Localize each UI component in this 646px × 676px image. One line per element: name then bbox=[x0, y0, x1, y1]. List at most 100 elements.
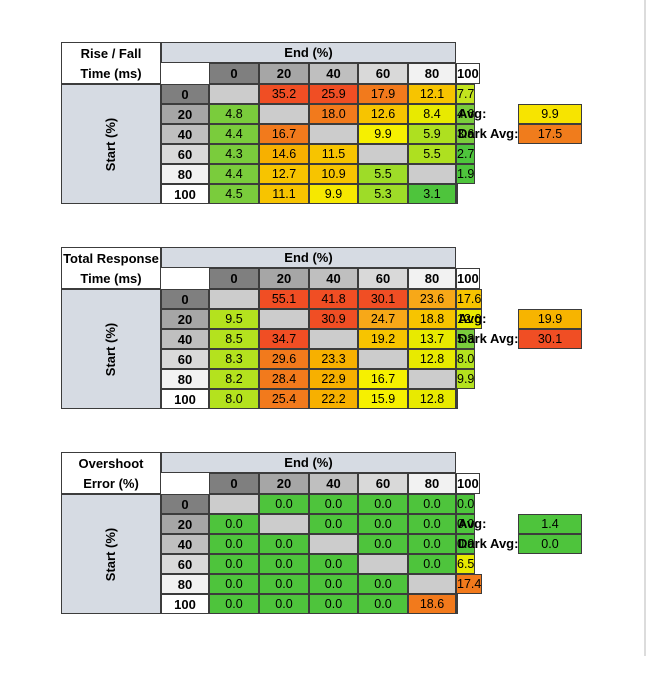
dark-avg-value: 0.0 bbox=[518, 534, 582, 554]
start-header: Start (%) bbox=[61, 289, 161, 409]
table-cell: 0.0 bbox=[209, 514, 259, 534]
table-cell: 0.0 bbox=[358, 514, 408, 534]
table-cell bbox=[358, 349, 408, 369]
table-cell: 12.6 bbox=[456, 309, 483, 329]
table-cell bbox=[259, 309, 309, 329]
row-header-100: 100 bbox=[161, 389, 209, 409]
table-cell: 0.0 bbox=[358, 494, 408, 514]
row-header-20: 20 bbox=[161, 104, 209, 124]
table-cell: 0.0 bbox=[456, 514, 476, 534]
col-header-20: 20 bbox=[259, 473, 309, 494]
table-cell bbox=[456, 389, 458, 409]
col-header-20: 20 bbox=[259, 63, 309, 84]
table-cell: 5.5 bbox=[358, 164, 408, 184]
table-cell: 0.0 bbox=[209, 574, 259, 594]
table-cell: 0.0 bbox=[259, 554, 309, 574]
table-cell: 0.0 bbox=[309, 574, 358, 594]
table-title-line2: Time (ms) bbox=[61, 268, 161, 289]
dark-avg-label: Dark Avg: bbox=[458, 331, 519, 346]
table-cell: 55.1 bbox=[259, 289, 309, 309]
table-title-line1: Rise / Fall bbox=[61, 42, 161, 63]
col-header-0: 0 bbox=[209, 473, 259, 494]
dark-avg-value: 17.5 bbox=[518, 124, 582, 144]
dark-avg-label: Dark Avg: bbox=[458, 126, 519, 141]
table-cell: 9.9 bbox=[456, 369, 476, 389]
table-cell: 12.1 bbox=[408, 84, 456, 104]
sheet-right-border bbox=[644, 0, 646, 656]
response-table-2: Total Response Time (ms) End (%) 0 20 40 60 80 1… bbox=[0, 247, 600, 417]
table-cell: 4.8 bbox=[209, 104, 259, 124]
table-cell: 17.6 bbox=[456, 289, 483, 309]
end-header: End (%) bbox=[161, 452, 456, 473]
table-cell bbox=[209, 494, 259, 514]
row-header-20: 20 bbox=[161, 309, 209, 329]
table-cell: 8.0 bbox=[209, 389, 259, 409]
col-header-0: 0 bbox=[209, 63, 259, 84]
table-cell: 8.0 bbox=[456, 349, 476, 369]
table-cell: 11.5 bbox=[309, 144, 358, 164]
col-header-100: 100 bbox=[456, 268, 480, 289]
row-header-0: 0 bbox=[161, 84, 209, 104]
table-cell: 35.2 bbox=[259, 84, 309, 104]
table-cell: 41.8 bbox=[309, 289, 358, 309]
table-cell: 8.2 bbox=[209, 369, 259, 389]
table-cell: 9.5 bbox=[209, 309, 259, 329]
start-header-label: Start (%) bbox=[103, 322, 119, 376]
start-header-label: Start (%) bbox=[103, 117, 119, 171]
col-header-40: 40 bbox=[309, 473, 358, 494]
start-header-label: Start (%) bbox=[103, 527, 119, 581]
table-cell: 16.7 bbox=[259, 124, 309, 144]
table-cell: 0.0 bbox=[408, 554, 456, 574]
table-cell: 8.5 bbox=[209, 329, 259, 349]
table-cell: 3.1 bbox=[408, 184, 456, 204]
table-cell: 30.1 bbox=[358, 289, 408, 309]
col-header-60: 60 bbox=[358, 63, 408, 84]
table-cell bbox=[408, 164, 456, 184]
table-cell: 0.0 bbox=[358, 574, 408, 594]
table-cell: 4.3 bbox=[209, 144, 259, 164]
table-cell: 6.5 bbox=[456, 554, 476, 574]
table-cell: 4.4 bbox=[209, 124, 259, 144]
table-cell: 5.9 bbox=[408, 124, 456, 144]
table-cell: 24.7 bbox=[358, 309, 408, 329]
table-cell: 0.0 bbox=[358, 534, 408, 554]
table-cell: 0.0 bbox=[408, 514, 456, 534]
table-cell bbox=[259, 104, 309, 124]
col-header-80: 80 bbox=[408, 268, 456, 289]
row-header-60: 60 bbox=[161, 554, 209, 574]
table-cell: 15.9 bbox=[358, 389, 408, 409]
table-cell: 16.7 bbox=[358, 369, 408, 389]
table-cell bbox=[309, 329, 358, 349]
col-header-60: 60 bbox=[358, 268, 408, 289]
table-cell: 18.6 bbox=[408, 594, 456, 614]
response-table-3: Overshoot Error (%) End (%) 0 20 40 60 80 100 Sta… bbox=[0, 452, 600, 622]
table-cell: 0.0 bbox=[259, 574, 309, 594]
table-cell: 18.0 bbox=[309, 104, 358, 124]
table-cell: 11.1 bbox=[259, 184, 309, 204]
table-cell bbox=[209, 289, 259, 309]
start-header: Start (%) bbox=[61, 494, 161, 614]
col-header-20: 20 bbox=[259, 268, 309, 289]
table-cell: 13.7 bbox=[408, 329, 456, 349]
table-cell: 0.0 bbox=[309, 594, 358, 614]
row-header-40: 40 bbox=[161, 329, 209, 349]
avg-value: 9.9 bbox=[518, 104, 582, 124]
table-cell: 28.4 bbox=[259, 369, 309, 389]
table-cell: 0.0 bbox=[456, 534, 476, 554]
table-title-line2: Time (ms) bbox=[61, 63, 161, 84]
col-header-100: 100 bbox=[456, 63, 480, 84]
table-cell bbox=[309, 124, 358, 144]
table-cell: 1.9 bbox=[456, 164, 476, 184]
table-cell: 23.6 bbox=[408, 289, 456, 309]
table-cell bbox=[358, 554, 408, 574]
table-cell: 0.0 bbox=[408, 494, 456, 514]
start-header: Start (%) bbox=[61, 84, 161, 204]
dark-avg-value: 30.1 bbox=[518, 329, 582, 349]
table-cell: 12.8 bbox=[408, 349, 456, 369]
table-cell: 25.9 bbox=[309, 84, 358, 104]
col-header-60: 60 bbox=[358, 473, 408, 494]
table-cell: 9.9 bbox=[309, 184, 358, 204]
table-cell: 0.0 bbox=[358, 594, 408, 614]
table-cell: 12.8 bbox=[408, 389, 456, 409]
avg-label: Avg: bbox=[458, 516, 487, 531]
